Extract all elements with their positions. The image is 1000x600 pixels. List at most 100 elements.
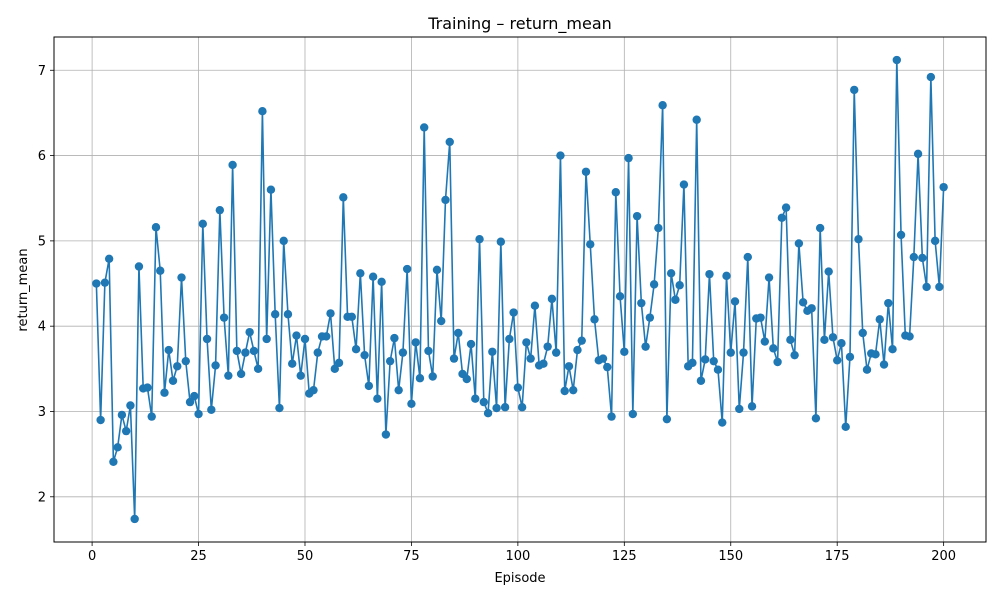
data-point bbox=[786, 335, 795, 345]
data-point bbox=[930, 236, 940, 246]
data-point bbox=[760, 337, 770, 346]
data-point bbox=[279, 236, 288, 246]
data-point bbox=[517, 403, 527, 412]
data-point bbox=[270, 310, 280, 319]
data-point bbox=[743, 252, 752, 262]
data-point bbox=[164, 345, 173, 355]
data-point bbox=[424, 346, 433, 356]
data-point bbox=[649, 280, 659, 289]
data-point bbox=[530, 301, 540, 310]
data-point bbox=[190, 391, 199, 401]
data-point bbox=[637, 298, 646, 308]
data-point bbox=[807, 304, 816, 313]
data-point bbox=[194, 409, 203, 419]
data-point bbox=[415, 374, 425, 383]
data-point bbox=[730, 297, 740, 306]
data-point bbox=[100, 278, 110, 287]
data-point bbox=[918, 253, 927, 263]
data-point bbox=[334, 358, 344, 368]
data-point bbox=[292, 331, 301, 340]
data-point bbox=[96, 415, 105, 425]
data-point bbox=[471, 394, 480, 403]
plot-frame bbox=[53, 36, 987, 543]
data-point bbox=[322, 332, 331, 341]
data-point bbox=[364, 381, 374, 391]
data-point bbox=[420, 123, 429, 132]
data-point bbox=[258, 107, 267, 116]
data-point bbox=[117, 410, 127, 420]
data-point bbox=[747, 402, 757, 411]
data-point bbox=[160, 388, 169, 397]
data-point bbox=[147, 412, 156, 421]
data-point bbox=[671, 295, 680, 304]
data-point bbox=[253, 364, 263, 374]
data-point bbox=[368, 272, 378, 281]
data-point bbox=[756, 313, 765, 322]
data-point bbox=[522, 338, 531, 347]
data-point bbox=[479, 397, 489, 407]
data-point bbox=[134, 262, 144, 271]
data-point bbox=[658, 101, 667, 110]
data-point bbox=[113, 443, 122, 452]
data-point bbox=[615, 292, 625, 301]
data-point bbox=[441, 195, 450, 205]
data-point bbox=[611, 188, 620, 197]
data-point bbox=[228, 160, 237, 170]
data-point bbox=[713, 365, 723, 374]
x-tick-label: 150 bbox=[718, 549, 743, 564]
data-point bbox=[722, 271, 731, 281]
data-point bbox=[845, 352, 855, 362]
y-tick-label: 3 bbox=[38, 405, 46, 420]
data-point bbox=[198, 219, 207, 229]
data-point bbox=[407, 399, 416, 409]
data-point bbox=[385, 356, 395, 366]
data-point bbox=[735, 404, 744, 414]
x-tick-label: 25 bbox=[190, 549, 207, 564]
data-point bbox=[709, 356, 718, 366]
y-tick-label: 7 bbox=[38, 64, 46, 79]
data-point bbox=[798, 298, 808, 307]
data-point bbox=[104, 254, 114, 263]
data-point bbox=[432, 265, 442, 275]
data-point bbox=[884, 298, 893, 308]
data-point bbox=[185, 397, 195, 407]
data-point bbox=[598, 354, 608, 363]
y-axis-ticks: 2 3 4 5 6 7 bbox=[38, 64, 54, 505]
y-tick-label: 6 bbox=[38, 149, 46, 164]
data-point bbox=[241, 348, 250, 357]
data-point bbox=[701, 355, 710, 364]
data-point bbox=[692, 115, 701, 124]
data-point bbox=[726, 348, 735, 357]
data-point bbox=[377, 277, 386, 287]
data-point bbox=[705, 269, 714, 279]
data-point bbox=[296, 371, 305, 380]
data-point bbox=[373, 394, 382, 403]
data-point bbox=[488, 347, 497, 356]
data-point bbox=[586, 240, 595, 249]
data-point bbox=[632, 211, 642, 221]
x-tick-label: 75 bbox=[403, 549, 420, 564]
data-point bbox=[313, 348, 322, 357]
data-point bbox=[513, 383, 523, 392]
data-point bbox=[645, 313, 655, 322]
series-group bbox=[92, 55, 948, 524]
data-point bbox=[151, 223, 161, 232]
data-point bbox=[935, 282, 944, 292]
data-point bbox=[794, 239, 804, 248]
data-point bbox=[492, 403, 501, 413]
data-point bbox=[143, 383, 152, 392]
data-point bbox=[126, 401, 135, 410]
data-point bbox=[330, 364, 339, 374]
data-point bbox=[828, 333, 838, 342]
data-point bbox=[181, 356, 190, 366]
data-point bbox=[577, 336, 586, 345]
data-point bbox=[603, 362, 612, 372]
x-tick-label: 200 bbox=[931, 549, 956, 564]
x-tick-label: 125 bbox=[612, 549, 637, 564]
data-point bbox=[871, 350, 880, 359]
x-axis-label: Episode bbox=[494, 571, 545, 586]
grid-lines bbox=[54, 37, 986, 542]
data-point bbox=[892, 55, 901, 65]
data-point bbox=[326, 309, 335, 318]
